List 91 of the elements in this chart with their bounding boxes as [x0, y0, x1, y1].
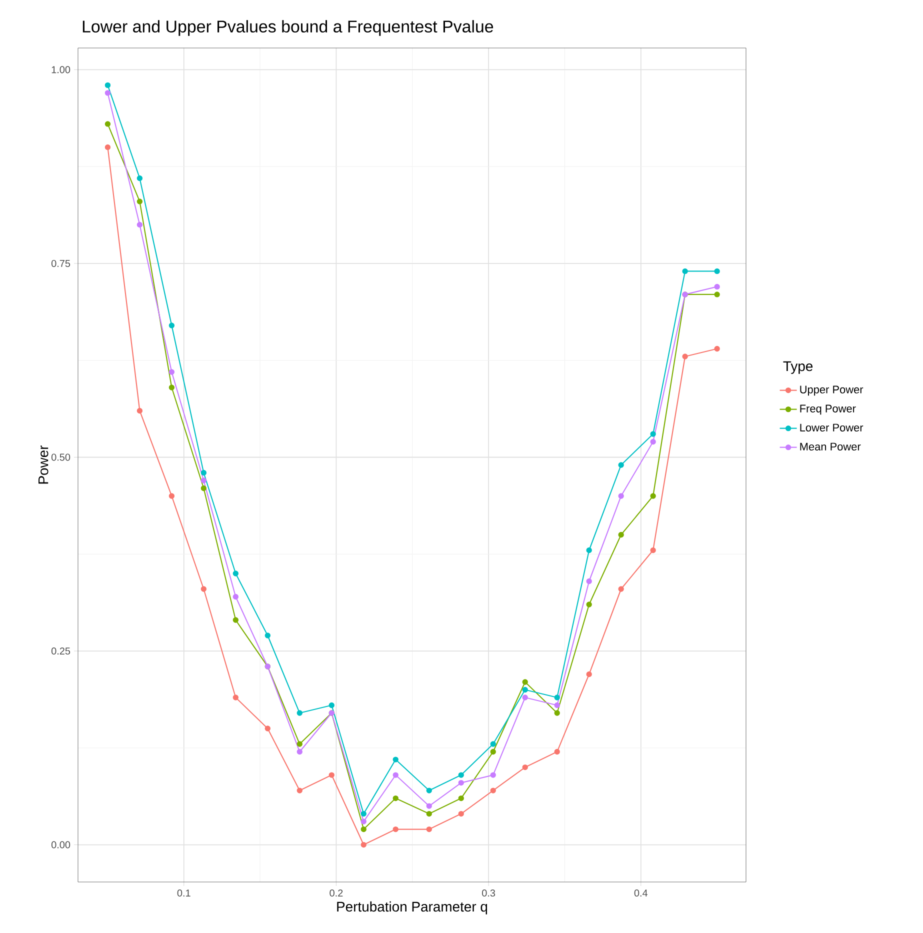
legend-label: Mean Power	[800, 442, 861, 450]
point	[554, 694, 560, 700]
point	[426, 788, 432, 794]
point	[168, 384, 175, 390]
point	[490, 741, 496, 747]
point	[618, 532, 624, 538]
x-tick-label: 0.2	[330, 890, 343, 897]
point	[490, 772, 496, 778]
point	[360, 818, 366, 824]
point	[296, 741, 302, 747]
point	[392, 795, 398, 802]
point	[200, 485, 207, 492]
point	[650, 438, 656, 445]
point	[232, 594, 239, 600]
point	[618, 462, 624, 468]
point	[714, 268, 720, 274]
point	[392, 826, 398, 832]
point	[232, 617, 239, 623]
chart-title: Lower and Upper Pvalues bound a Frequentest Pvalue	[82, 20, 494, 36]
legend-label: Lower Power	[800, 424, 864, 432]
point	[136, 222, 143, 228]
y-axis-title: Power	[38, 445, 48, 484]
point	[136, 198, 143, 204]
point	[392, 756, 398, 762]
point	[554, 702, 560, 708]
point	[296, 788, 302, 794]
point	[104, 121, 111, 127]
y-tick-label: 0.25	[51, 647, 70, 655]
point	[168, 493, 175, 499]
point	[168, 322, 175, 328]
point	[618, 493, 624, 499]
point	[200, 470, 207, 476]
point	[200, 478, 207, 484]
y-tick-label: 0.50	[51, 454, 70, 461]
point	[522, 694, 528, 700]
point	[650, 493, 656, 499]
point	[328, 702, 334, 708]
point	[714, 346, 720, 352]
point	[682, 268, 688, 274]
point	[328, 772, 334, 778]
point	[104, 144, 111, 150]
legend-label: Freq Power	[800, 404, 856, 415]
point	[264, 726, 270, 732]
point	[296, 710, 302, 716]
x-tick-label: 0.1	[177, 890, 190, 897]
point	[426, 803, 432, 809]
point	[586, 671, 592, 678]
point	[200, 586, 207, 592]
point	[522, 764, 528, 770]
point	[104, 82, 111, 88]
point	[554, 710, 560, 716]
point	[426, 810, 432, 817]
point	[618, 586, 624, 592]
x-tick-label: 0.4	[634, 890, 648, 897]
point	[360, 842, 366, 848]
y-tick-label: 0.75	[51, 260, 70, 267]
point	[554, 748, 560, 755]
point	[490, 748, 496, 755]
point	[426, 826, 432, 832]
point	[458, 772, 464, 778]
point	[392, 772, 398, 778]
point	[168, 369, 175, 375]
x-axis-title: Pertubation Parameter q	[337, 901, 488, 914]
point	[586, 578, 592, 584]
point	[586, 602, 592, 608]
point	[650, 431, 656, 437]
point	[458, 780, 464, 786]
point	[522, 686, 528, 693]
point	[458, 795, 464, 802]
point	[586, 547, 592, 554]
point	[136, 408, 143, 414]
point	[104, 90, 111, 96]
point	[682, 354, 688, 360]
point	[522, 679, 528, 685]
y-tick-label: 0.00	[51, 841, 70, 848]
point	[136, 175, 143, 182]
x-tick-label: 0.3	[482, 890, 496, 897]
point	[490, 788, 496, 794]
point	[232, 570, 239, 576]
point	[296, 748, 302, 755]
point	[714, 292, 720, 298]
y-tick-label: 1.00	[52, 66, 70, 74]
point	[360, 826, 366, 832]
point	[458, 810, 464, 817]
point	[360, 810, 366, 817]
point	[650, 547, 656, 554]
legend-label: Upper Power	[800, 386, 864, 396]
point	[714, 284, 720, 290]
point	[264, 632, 270, 638]
legend-title: Type	[783, 361, 813, 374]
point	[232, 694, 239, 700]
